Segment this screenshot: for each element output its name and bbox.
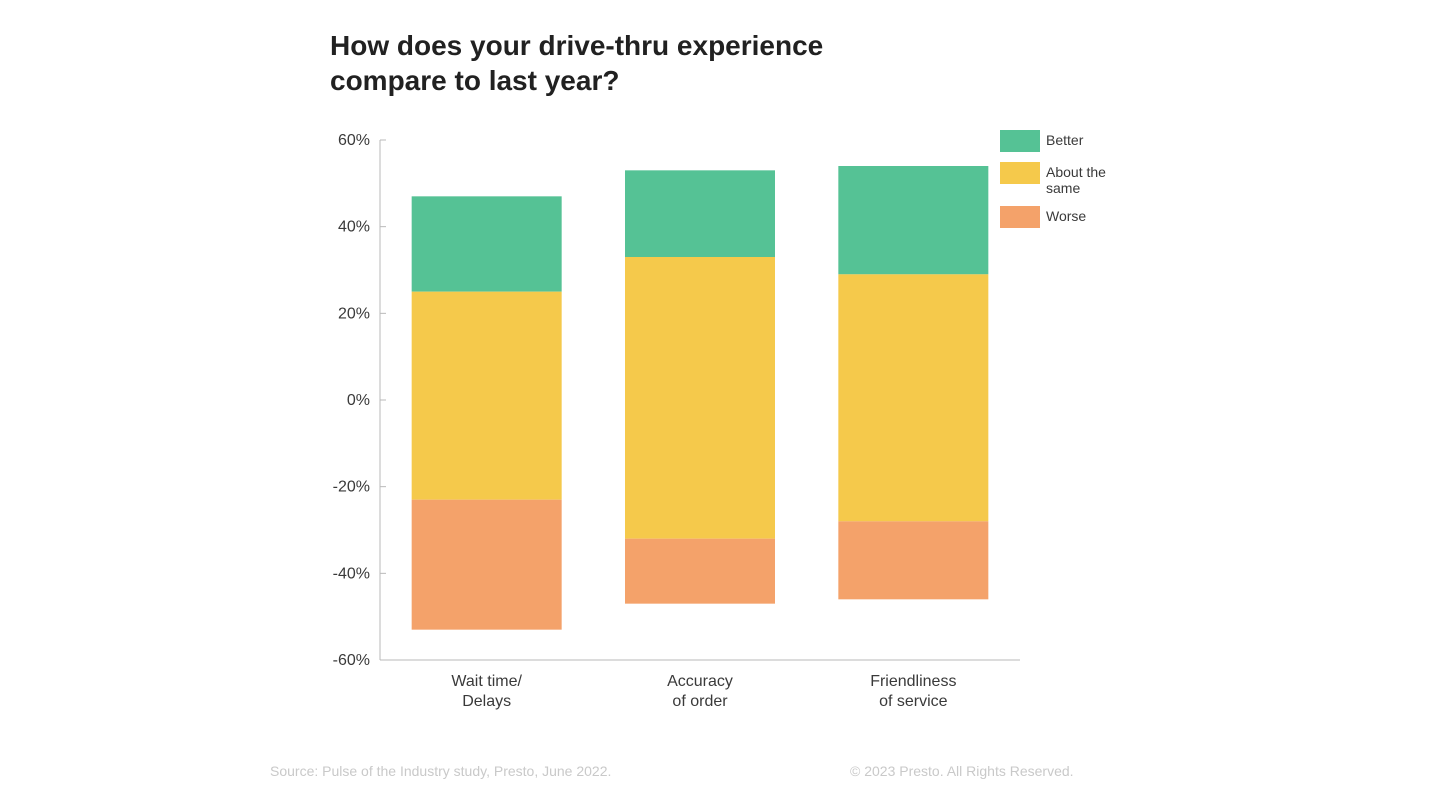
legend-item: About thesame	[1000, 162, 1140, 196]
chart-title: How does your drive-thru experience comp…	[330, 28, 890, 98]
legend-item: Better	[1000, 130, 1140, 152]
y-tick-label: -20%	[333, 479, 370, 496]
y-tick-label: 20%	[338, 305, 370, 322]
bar-segment-worse	[838, 521, 988, 599]
footer-source: Source: Pulse of the Industry study, Pre…	[270, 763, 611, 779]
x-tick-label: Delays	[462, 693, 511, 710]
y-tick-label: 40%	[338, 219, 370, 236]
y-tick-label: -60%	[333, 652, 370, 669]
legend: Better About thesame Worse	[1000, 130, 1140, 238]
legend-swatch	[1000, 162, 1040, 184]
legend-label: Worse	[1046, 208, 1086, 224]
y-tick-label: 60%	[338, 132, 370, 149]
y-tick-label: 0%	[347, 392, 370, 409]
bar-segment-worse	[625, 539, 775, 604]
legend-item: Worse	[1000, 206, 1140, 228]
bar-segment-same-pos	[625, 257, 775, 400]
bar-segment-worse	[412, 500, 562, 630]
legend-label: About thesame	[1046, 164, 1106, 196]
bar-segment-better	[412, 196, 562, 291]
y-tick-label: -40%	[333, 565, 370, 582]
legend-label: Better	[1046, 132, 1083, 148]
legend-swatch	[1000, 206, 1040, 228]
footer-copyright: © 2023 Presto. All Rights Reserved.	[850, 763, 1074, 779]
x-tick-label: Wait time/	[451, 673, 522, 690]
bar-segment-same-pos	[412, 292, 562, 400]
x-tick-label: of order	[672, 693, 728, 710]
legend-swatch	[1000, 130, 1040, 152]
chart-page: { "title": "How does your drive-thru exp…	[0, 0, 1440, 809]
bar-segment-same-neg	[625, 400, 775, 539]
bar-segment-same-pos	[838, 274, 988, 400]
bar-segment-better	[838, 166, 988, 274]
bar-segment-better	[625, 170, 775, 257]
x-tick-label: of service	[879, 693, 948, 710]
bar-segment-same-neg	[838, 400, 988, 521]
x-tick-label: Accuracy	[667, 673, 733, 690]
x-tick-label: Friendliness	[870, 673, 956, 690]
bar-segment-same-neg	[412, 400, 562, 500]
stacked-bar-chart: 60% 40% 20% 0% -20% -40% -60% Wait time/Delays A…	[330, 130, 1030, 730]
